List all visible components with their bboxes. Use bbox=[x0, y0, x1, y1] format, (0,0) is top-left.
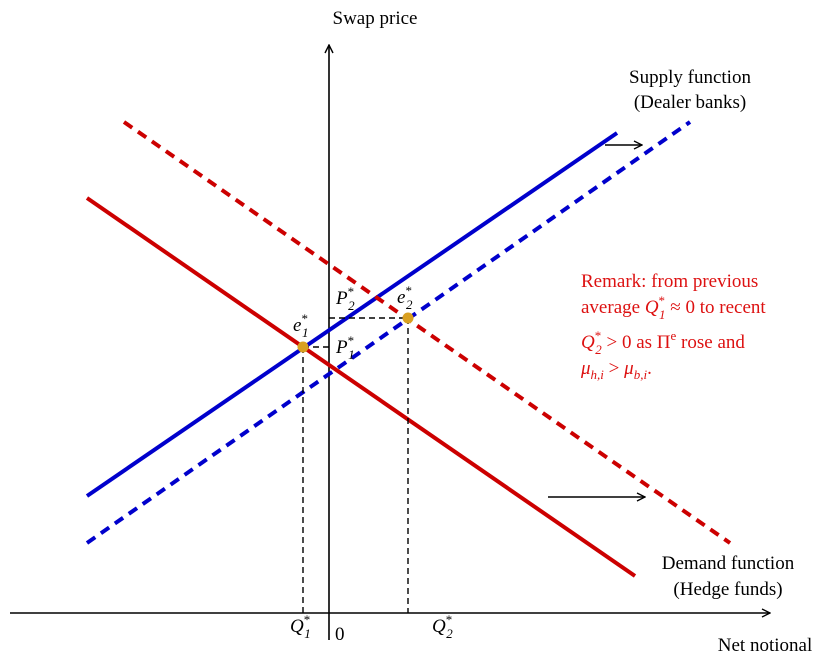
supply-line bbox=[85, 131, 619, 498]
math-base: Q bbox=[290, 616, 304, 637]
remark-line: average Q* 1 ≈ 0 to recent bbox=[581, 293, 766, 322]
text-run: . bbox=[647, 358, 652, 379]
demand-line bbox=[85, 196, 637, 578]
supply-label: Supply function bbox=[629, 67, 751, 88]
math-sub: 1 bbox=[348, 347, 355, 362]
supply-line-shifted bbox=[85, 120, 692, 545]
math-sub: h,i bbox=[591, 367, 605, 382]
math-base: Q bbox=[645, 297, 659, 318]
math-sup: * bbox=[301, 311, 308, 326]
remark-line: Remark: from previous bbox=[581, 271, 758, 292]
math-base: e bbox=[397, 287, 405, 308]
text-run: average bbox=[581, 297, 645, 318]
math-sup: * bbox=[348, 284, 355, 299]
math-sup: * bbox=[595, 328, 602, 343]
math-base: P bbox=[335, 288, 348, 309]
math-sub: 2 bbox=[406, 297, 413, 312]
math-sup: * bbox=[304, 612, 311, 627]
point-label: P* 1 bbox=[335, 333, 355, 362]
point-label: e* 1 bbox=[293, 311, 308, 340]
math-sub: 1 bbox=[302, 325, 309, 340]
text-run: Remark: from previous bbox=[581, 271, 758, 292]
equilibrium-point bbox=[297, 341, 309, 353]
math-base: Π bbox=[657, 332, 671, 353]
point-label: Q* 2 bbox=[432, 612, 453, 641]
math-base: P bbox=[335, 337, 348, 358]
math-sub: 2 bbox=[446, 626, 453, 641]
text-run: > 0 as bbox=[602, 332, 657, 353]
demand-label: Demand function bbox=[662, 553, 795, 574]
text-run: ≈ 0 to recent bbox=[666, 297, 767, 318]
math-sub: 1 bbox=[659, 307, 666, 322]
math-base: μ bbox=[580, 358, 591, 379]
math-sup: e bbox=[671, 328, 677, 343]
demand-line-shifted bbox=[122, 120, 732, 545]
math-sub: 2 bbox=[348, 298, 355, 313]
y-axis-label: Swap price bbox=[333, 8, 418, 29]
origin-label: 0 bbox=[335, 624, 345, 645]
point-label: e* 2 bbox=[397, 283, 413, 312]
point-label: P* 2 bbox=[335, 284, 355, 313]
point-label: Q* 1 bbox=[290, 612, 311, 641]
math-base: e bbox=[293, 315, 301, 336]
math-sup: * bbox=[348, 333, 355, 348]
supply-label: (Dealer banks) bbox=[634, 92, 746, 113]
remark-line: Q* 2 > 0 as Πe rose and bbox=[581, 328, 745, 357]
math-sup: * bbox=[405, 283, 412, 298]
text-run: rose and bbox=[676, 332, 745, 353]
math-base: μ bbox=[623, 358, 634, 379]
text-run: > bbox=[604, 358, 624, 379]
math-base: Q bbox=[581, 332, 595, 353]
math-sub: 1 bbox=[304, 626, 311, 641]
math-sup: * bbox=[659, 293, 666, 308]
math-base: Q bbox=[432, 616, 446, 637]
demand-label: (Hedge funds) bbox=[673, 579, 782, 600]
math-sup: * bbox=[446, 612, 453, 627]
equilibrium-point bbox=[402, 312, 414, 324]
x-axis-label: Net notional bbox=[718, 635, 812, 656]
remark-line: μh,i > μb,i. bbox=[580, 358, 652, 382]
math-sub: 2 bbox=[595, 342, 602, 357]
math-sub: b,i bbox=[634, 367, 648, 382]
